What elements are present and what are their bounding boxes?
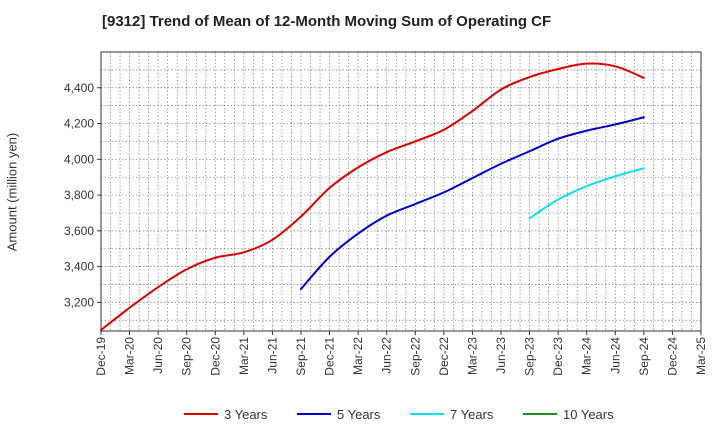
plot-frame [100,51,702,332]
series-lines [100,62,645,332]
series-line-5-years [300,116,645,290]
x-tick-label: Jun-24 [608,337,622,374]
x-tick-label: Mar-25 [694,337,708,375]
x-tick-label: Jun-21 [265,337,279,374]
legend-label-7-years: 7 Years [450,407,494,422]
x-tick-label: Mar-23 [465,337,479,375]
x-tick-label: Sep-23 [523,337,537,376]
legend: 3 Years 5 Years 7 Years 10 Years [184,407,614,422]
y-tick-label: 4,000 [64,152,94,166]
y-tick-label: 3,600 [64,224,94,238]
series-line-3-years [100,62,645,332]
legend-label-3-years: 3 Years [224,407,268,422]
x-tick-label: Dec-22 [437,337,451,376]
y-tick-label: 3,200 [64,295,94,309]
x-tick-label: Sep-20 [180,337,194,376]
x-tick-label: Jun-23 [494,337,508,374]
x-tick-label: Jun-22 [380,337,394,374]
x-tick-label: Dec-19 [94,337,108,376]
y-tick-label: 3,800 [64,188,94,202]
x-tick-label: Sep-21 [294,337,308,376]
x-tick-label: Mar-24 [580,337,594,375]
x-tick-label: Jun-20 [151,337,165,374]
x-tick-label: Dec-23 [551,337,565,376]
x-tick-label: Mar-22 [351,337,365,375]
x-tick-label: Mar-21 [237,337,251,375]
x-tick-label: Dec-21 [323,337,337,376]
x-tick-label: Sep-24 [637,337,651,376]
legend-label-5-years: 5 Years [337,407,381,422]
series-line-7-years [528,167,645,220]
grid [101,52,701,331]
legend-label-10-years: 10 Years [563,407,614,422]
axes: 3,200 3,400 3,600 3,800 4,000 4,200 4,400 Dec-1… [64,51,708,376]
chart-title: [9312] Trend of Mean of 12-Month Moving … [102,13,552,30]
x-tick-label: Mar-20 [123,337,137,375]
x-tick-label: Dec-24 [665,337,679,376]
y-tick-label: 4,200 [64,117,94,131]
x-tick-label: Sep-22 [408,337,422,376]
x-tick-label: Dec-20 [208,337,222,376]
y-tick-label: 3,400 [64,260,94,274]
y-tick-label: 4,400 [64,81,94,95]
